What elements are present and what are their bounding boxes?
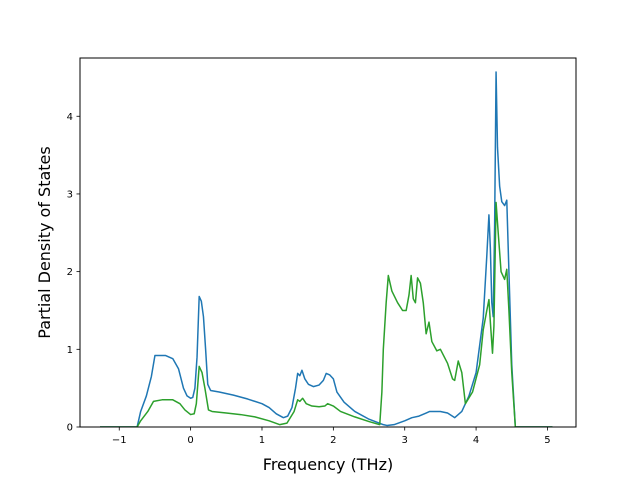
x-axis-ticks: −1 0 1 2 3 4 5 <box>112 427 551 446</box>
y-tick-label: 0 <box>67 423 73 434</box>
x-tick-label: 3 <box>402 435 408 446</box>
x-tick-label: −1 <box>112 435 127 446</box>
x-tick-label: 1 <box>259 435 265 446</box>
x-tick-label: 5 <box>544 435 550 446</box>
y-tick-label: 3 <box>67 189 73 200</box>
y-axis-ticks: 0 1 2 3 4 <box>67 112 80 434</box>
x-axis-label: Frequency (THz) <box>263 455 393 474</box>
series-line-2 <box>99 201 553 427</box>
x-tick-label: 4 <box>473 435 479 446</box>
y-tick-label: 2 <box>67 267 73 278</box>
x-tick-label: 2 <box>330 435 336 446</box>
plot-lines <box>99 71 553 427</box>
y-tick-label: 4 <box>67 112 73 123</box>
x-tick-label: 0 <box>187 435 193 446</box>
series-line-1 <box>99 71 553 427</box>
plot-frame <box>79 57 577 428</box>
y-axis-label: Partial Density of States <box>35 146 54 338</box>
y-tick-label: 1 <box>67 345 73 356</box>
